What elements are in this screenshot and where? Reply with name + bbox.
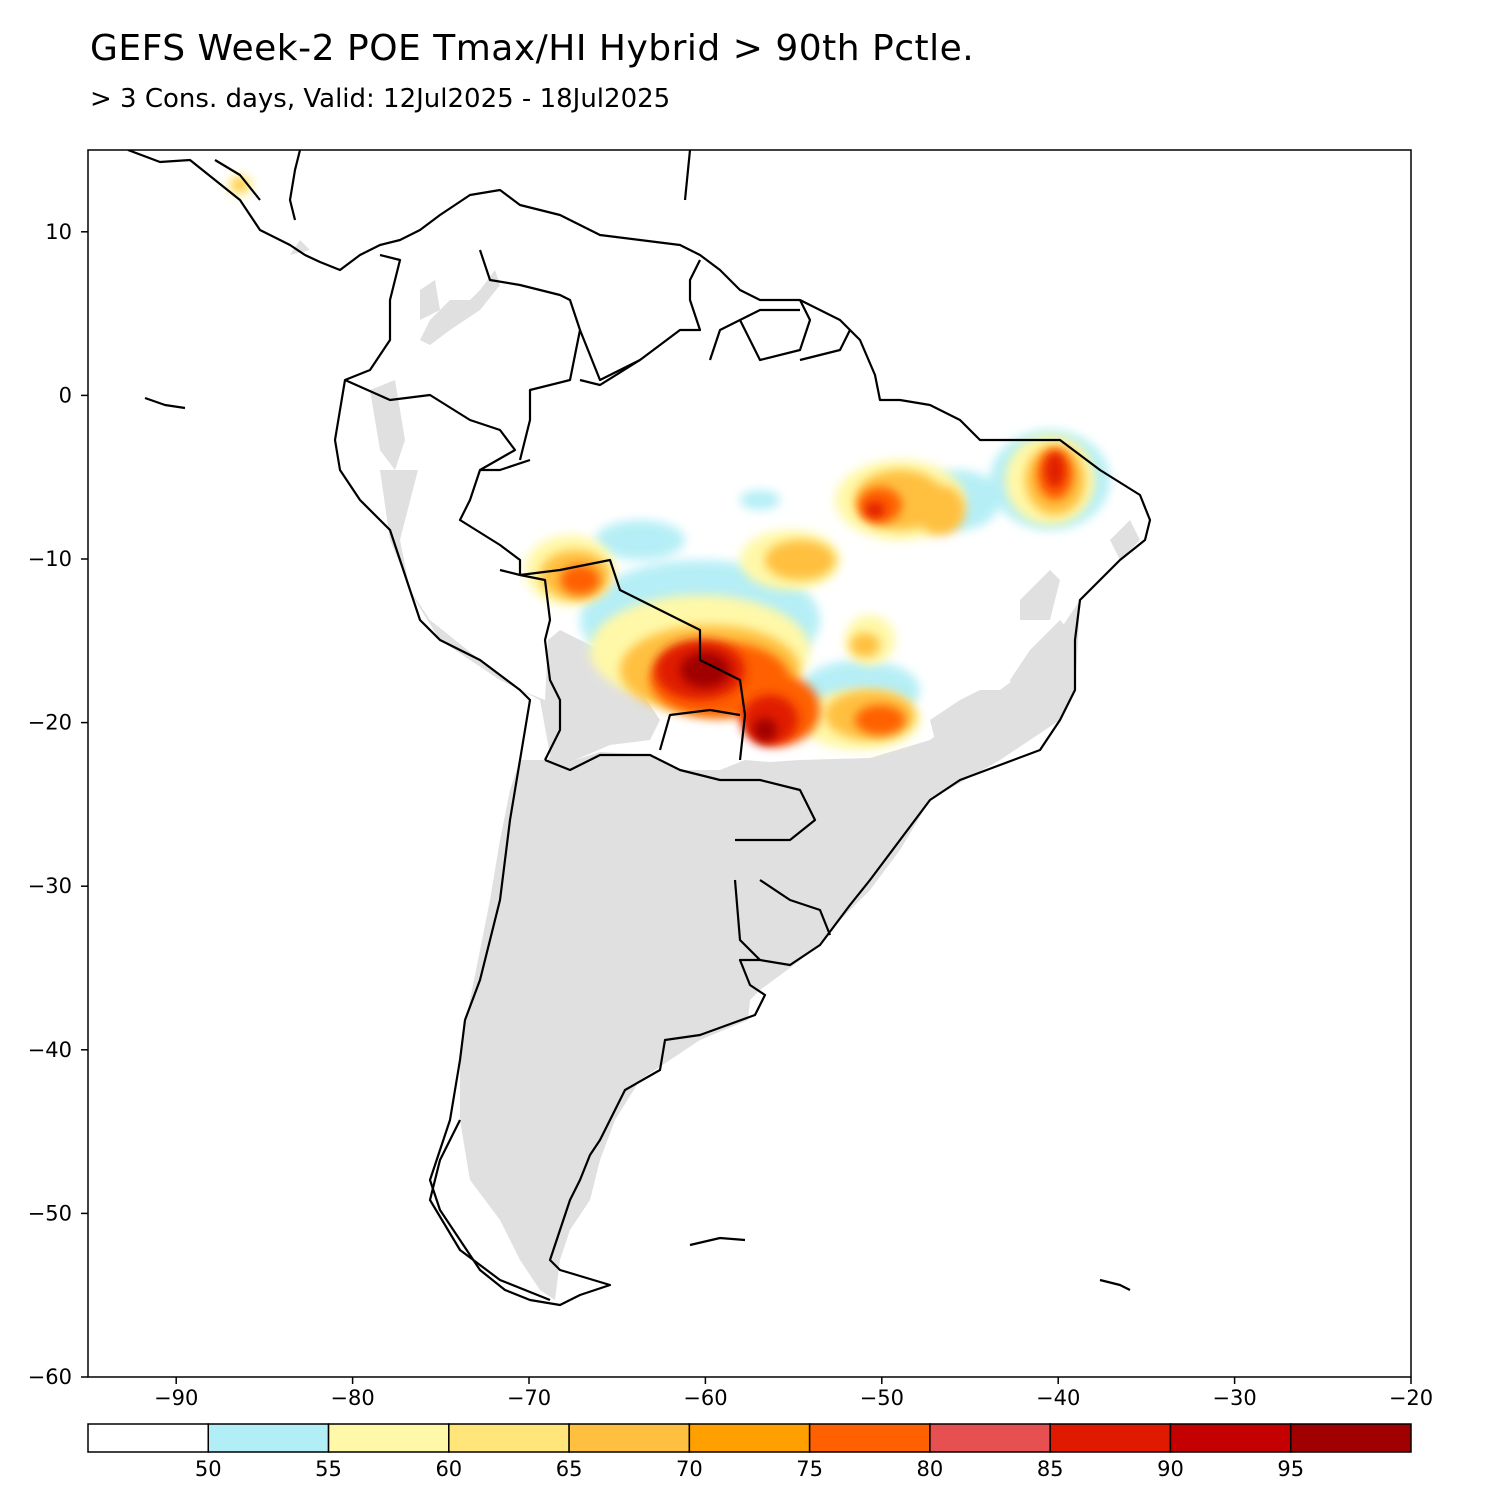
x-axis: −90 −80 −70 −60 −50 −40 −30 −20	[154, 1377, 1433, 1410]
color-bar-swatch	[1169, 1423, 1292, 1453]
x-tick-label: −60	[683, 1386, 727, 1410]
color-bar-label: 95	[1277, 1457, 1304, 1481]
color-bar-label: 90	[1157, 1457, 1184, 1481]
color-bar-label: 80	[917, 1457, 944, 1481]
y-tick-label: 0	[59, 383, 72, 407]
color-bar-swatch	[1049, 1423, 1172, 1453]
color-bar-label: 70	[676, 1457, 703, 1481]
x-tick-label: −80	[330, 1386, 374, 1410]
y-tick-label: −30	[28, 874, 72, 898]
x-tick-label: −90	[154, 1386, 198, 1410]
x-tick-label: −50	[860, 1386, 904, 1410]
color-bar-label: 75	[796, 1457, 823, 1481]
y-axis: 10 0 −10 −20 −30 −40 −50 −60	[28, 220, 88, 1389]
map-subtitle: > 3 Cons. days, Valid: 12Jul2025 - 18Jul…	[90, 84, 671, 114]
y-tick-label: −50	[28, 1201, 72, 1225]
color-bar-label: 55	[315, 1457, 342, 1481]
probability-contours	[228, 175, 1110, 750]
y-tick-label: −60	[28, 1365, 72, 1389]
color-bar-label: 85	[1037, 1457, 1064, 1481]
color-bar-swatch	[448, 1423, 570, 1453]
plot-frame	[87, 149, 1412, 1378]
x-tick-label: −40	[1036, 1386, 1080, 1410]
color-bar: 50 55 60 65 70 75 80 85 90 95	[87, 1423, 1412, 1481]
color-bar-swatch	[929, 1423, 1051, 1453]
map-title: GEFS Week-2 POE Tmax/HI Hybrid > 90th Pc…	[90, 28, 975, 69]
color-bar-swatch	[808, 1423, 931, 1453]
color-bar-swatch	[1289, 1423, 1412, 1453]
color-bar-swatch	[688, 1423, 811, 1453]
color-bar-swatch	[327, 1423, 450, 1453]
y-tick-label: −10	[28, 547, 72, 571]
masked-land	[290, 240, 1140, 1300]
y-tick-label: −20	[28, 711, 72, 735]
color-bar-swatch	[87, 1423, 210, 1453]
coastlines-borders	[127, 150, 1152, 1307]
y-tick-label: −40	[28, 1038, 72, 1062]
x-tick-label: −70	[507, 1386, 551, 1410]
color-bar-label: 65	[556, 1457, 583, 1481]
color-bar-swatch	[568, 1423, 691, 1453]
x-tick-label: −20	[1389, 1386, 1433, 1410]
color-bar-label: 50	[195, 1457, 222, 1481]
color-bar-label: 60	[435, 1457, 462, 1481]
color-bar-swatch	[207, 1423, 330, 1453]
x-tick-label: −30	[1212, 1386, 1256, 1410]
y-tick-label: 10	[45, 220, 72, 244]
